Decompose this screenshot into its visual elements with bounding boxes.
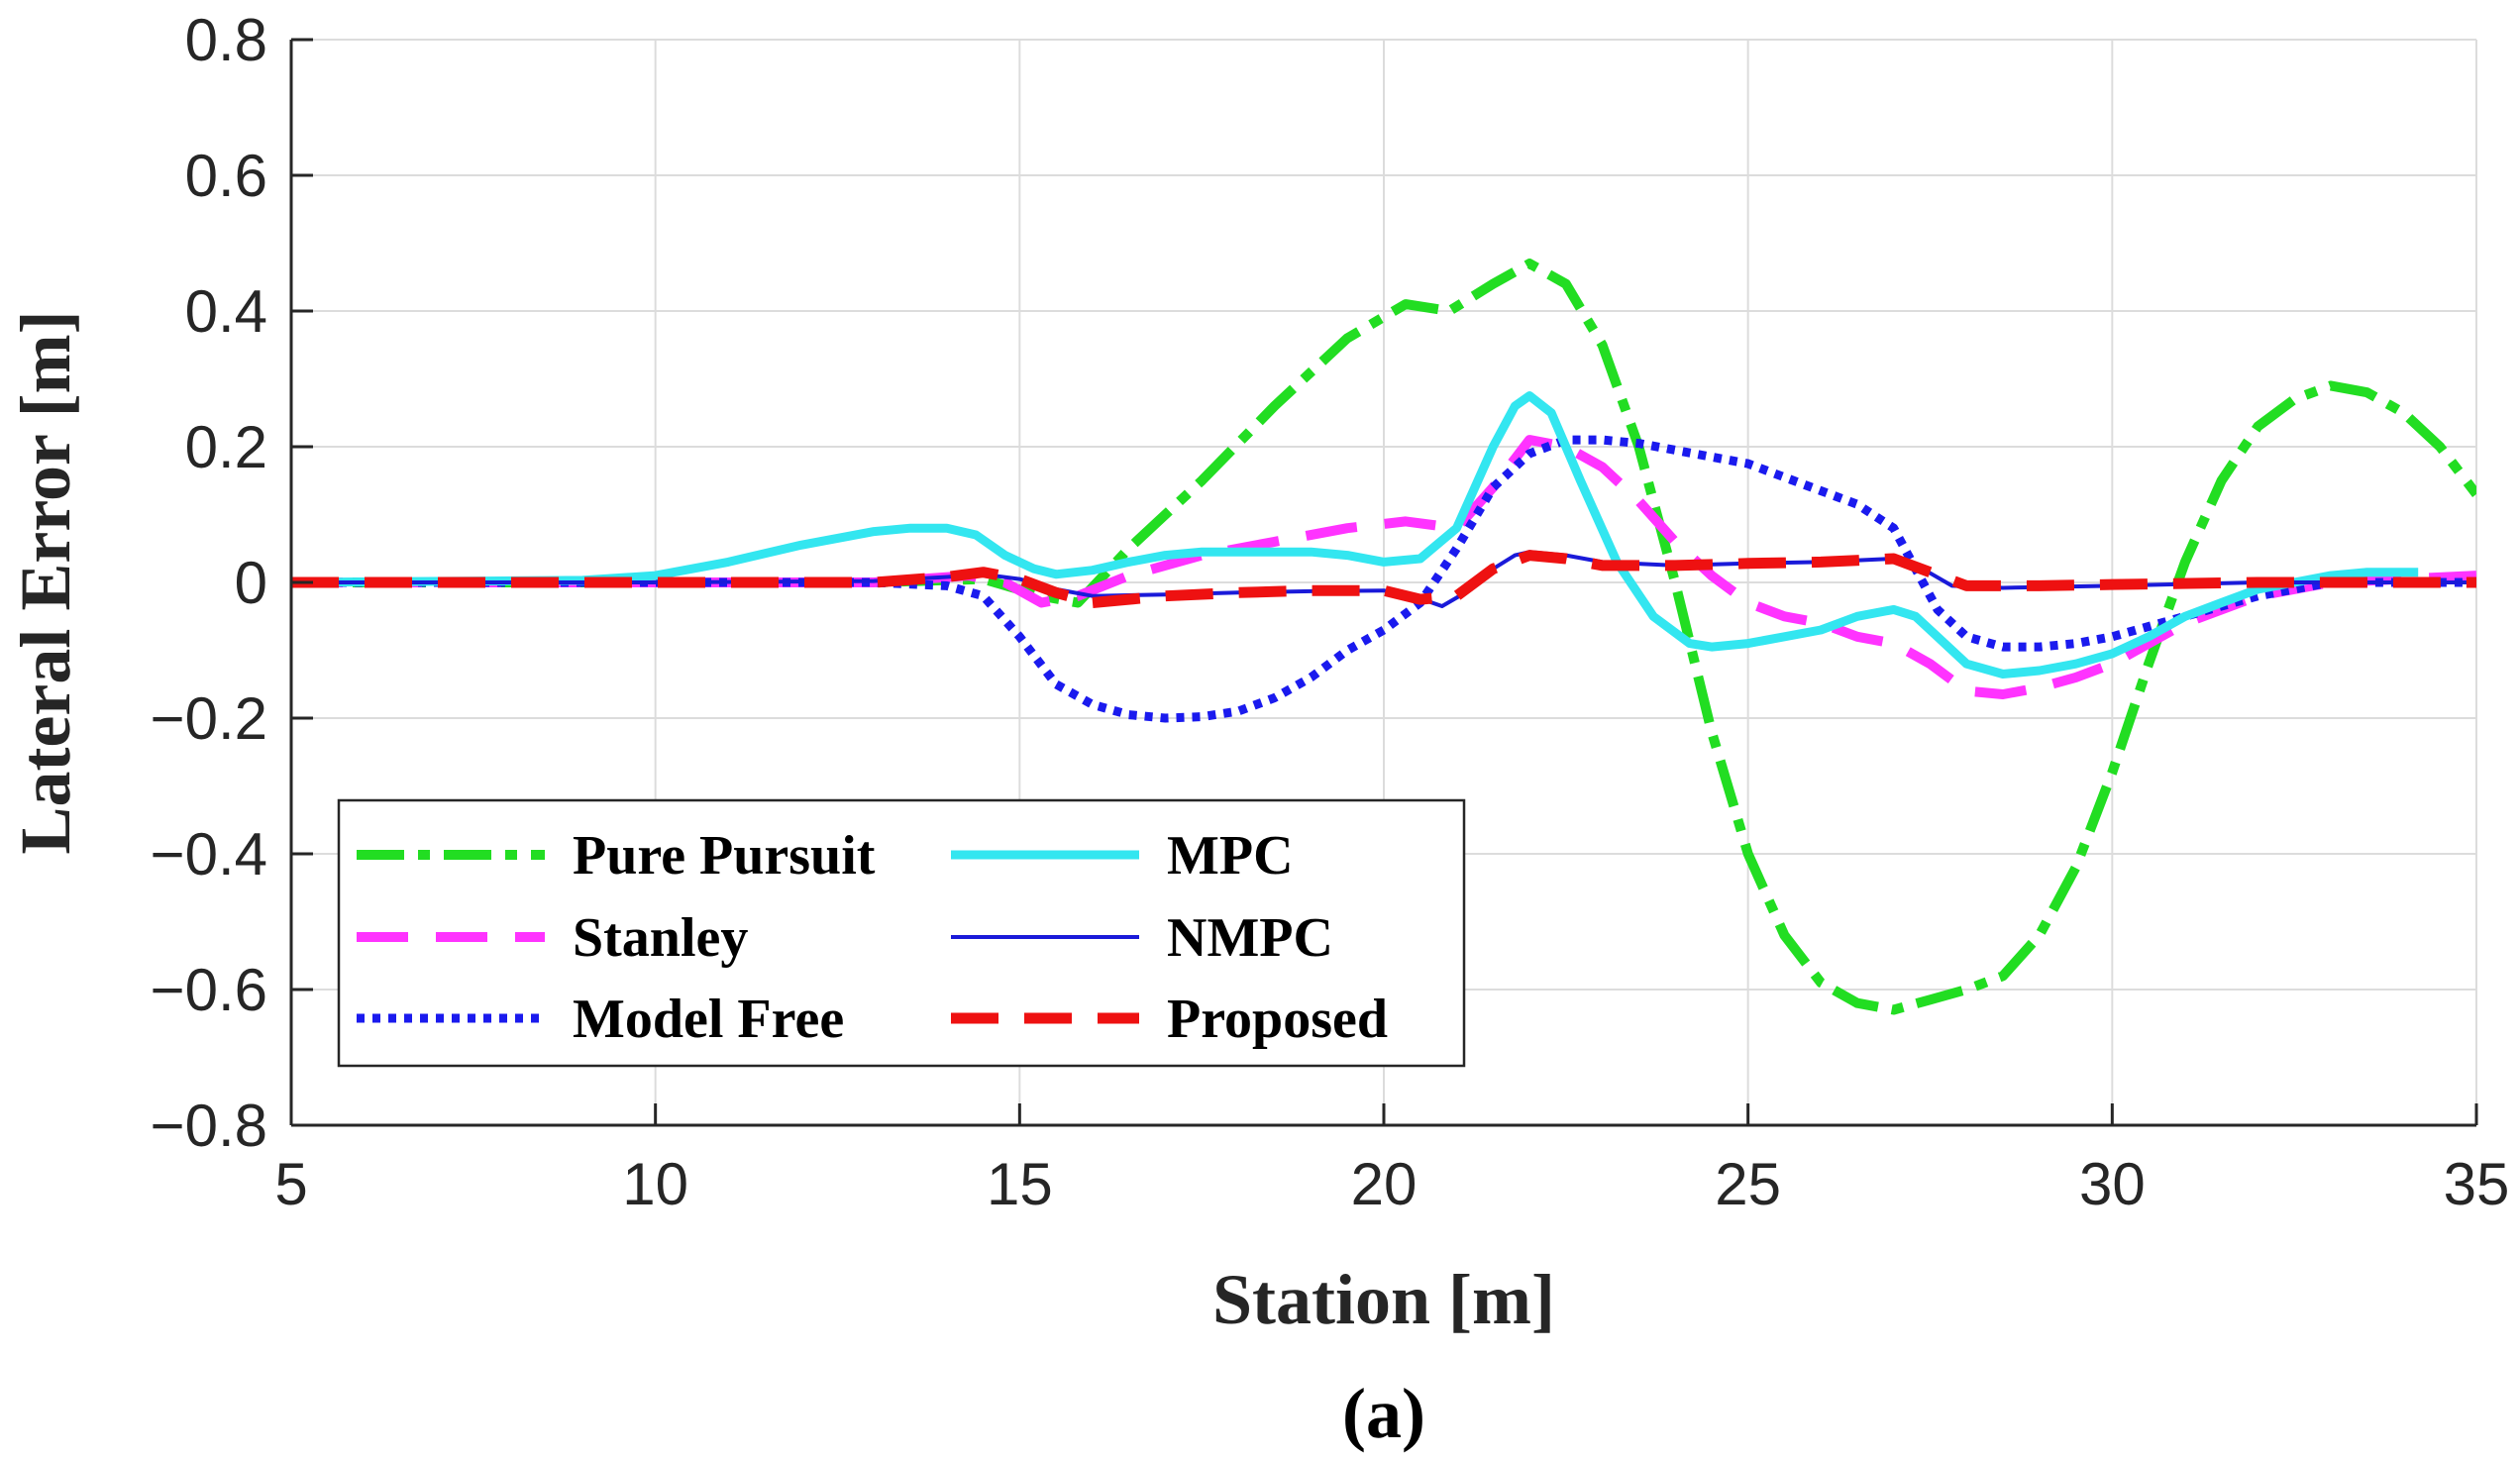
y-tick-label: 0.2 <box>185 414 267 480</box>
axes <box>289 38 2478 1127</box>
legend: Pure Pursuit Stanley Model Free MPC NMPC Prop… <box>337 798 1466 1068</box>
y-axis-title: Lateral Error [m] <box>6 310 85 854</box>
x-tick-label: 20 <box>1351 1151 1418 1217</box>
legend-label-mpc: MPC <box>1167 825 1294 887</box>
series-line-proposed <box>291 550 2476 608</box>
legend-label-nmpc: NMPC <box>1167 907 1333 969</box>
series-line-pure-pursuit <box>291 259 2476 1015</box>
figure-caption: (a) <box>1342 1374 1425 1453</box>
legend-label-proposed: Proposed <box>1167 989 1388 1050</box>
y-tick-label: 0.4 <box>185 278 267 345</box>
tick-labels: 5 10 15 20 25 30 35 −0.8 −0.6 −0.4 −0.2 0 0.2 0.4 0.6 0… <box>151 7 2510 1217</box>
x-tick-label: 10 <box>622 1151 688 1217</box>
y-tick-label: −0.4 <box>151 821 267 888</box>
x-tick-label: 5 <box>274 1151 307 1217</box>
x-tick-label: 35 <box>2444 1151 2510 1217</box>
legend-label-stanley: Stanley <box>573 907 748 969</box>
x-tick-label: 30 <box>2079 1151 2146 1217</box>
legend-label-model-free: Model Free <box>573 989 844 1050</box>
y-tick-label: −0.6 <box>151 957 267 1023</box>
series-line-mpc <box>291 391 2419 679</box>
y-tick-label: 0.8 <box>185 7 267 73</box>
y-tick-label: −0.2 <box>151 685 267 752</box>
y-tick-label: −0.8 <box>151 1093 267 1159</box>
series-lines <box>291 259 2476 1015</box>
legend-label-pure-pursuit: Pure Pursuit <box>573 825 876 887</box>
y-tick-label: 0 <box>235 550 267 616</box>
series-line-model-free <box>291 435 2476 723</box>
x-tick-label: 25 <box>1715 1151 1781 1217</box>
y-tick-label: 0.6 <box>185 143 267 209</box>
series-line-stanley <box>291 435 2476 699</box>
x-axis-title: Station [m] <box>1212 1260 1555 1339</box>
x-tick-label: 15 <box>987 1151 1053 1217</box>
